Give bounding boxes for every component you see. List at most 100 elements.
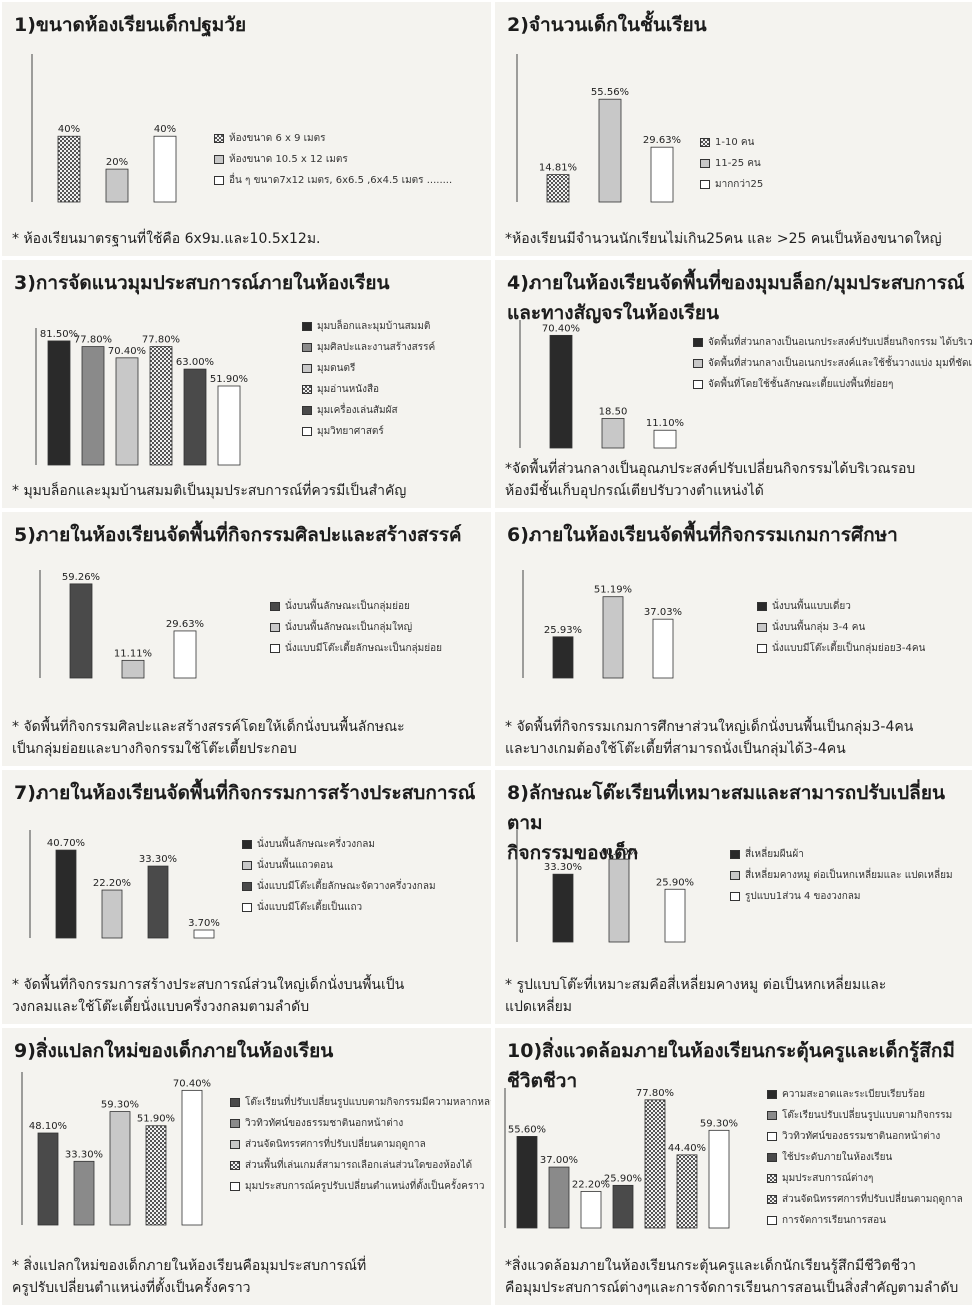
legend-item: จัดพื้นที่โดยใช้ชั้นลักษณะเตี้ยแบ่งพื้นท… (693, 374, 972, 395)
legend-label: นั่งบนพื้นลักษณะเป็นกลุ่มย่อย (285, 601, 410, 612)
bar-chart: 48.10% 33.30% 59.30% 51.90% 70.40% (21, 1072, 211, 1226)
legend-item: ห้องขนาด 10.5 x 12 เมตร (214, 149, 452, 170)
legend-item: มุมอ่านหนังสือ (302, 379, 435, 400)
legend-item: นั่งแบบมีโต๊ะเตี้ยลักษณะจัดวางครึ่งวงกลม (242, 876, 436, 897)
chart-title: 10)สิ่งแวดล้อมภายในห้องเรียนกระตุ้นครูแล… (507, 1040, 955, 1092)
chart-note: * จัดพื้นที่กิจกรรมเกมการศึกษาส่วนใหญ่เด… (505, 719, 914, 757)
bar-chart: 40.70% 22.20% 33.30% 3.70% (29, 830, 220, 939)
legend-label: จัดพื้นที่ส่วนกลางเป็นอเนกประสงค์และใช้ช… (708, 358, 972, 369)
legend-swatch (270, 602, 280, 611)
legend-swatch (700, 138, 710, 147)
chart-panel-10: 10)สิ่งแวดล้อมภายในห้องเรียนกระตุ้นครูแล… (493, 1026, 974, 1307)
legend-item: นั่งบนพื้นแบบเดี่ยว (757, 596, 925, 617)
chart-legend: โต๊ะเรียนที่ปรับเปลี่ยนรูปแบบตามกิจกรรมม… (230, 1092, 491, 1197)
bar-value-label: 59.30% (700, 1118, 738, 1129)
bar-value-label: 77.80% (636, 1088, 674, 1099)
bar-value-label: 51.19% (594, 585, 632, 596)
legend-swatch (767, 1153, 777, 1162)
legend-label: มุมศิลปะและงานสร้างสรรค์ (317, 342, 436, 353)
legend-swatch (302, 364, 312, 373)
bar-chart: 55.60% 37.00% 22.20%25.90% 77.80% 44.40% 59.3… (504, 1088, 738, 1229)
legend-label: สี่เหลี่ยมผืนผ้า (745, 849, 804, 860)
bar-2 (598, 98, 622, 203)
legend-label: ส่วนจัดนิทรรศการที่ปรับเปลี่ยนตามฤดูกาล (782, 1194, 963, 1205)
legend-label: มุมเครื่องเล่นสัมผัส (317, 405, 398, 416)
legend-item: จัดพื้นที่ส่วนกลางเป็นอเนกประสงค์และใช้ช… (693, 353, 972, 374)
legend-swatch (767, 1216, 777, 1225)
legend-swatch (700, 159, 710, 168)
legend-swatch (700, 180, 710, 189)
bar-value-label: 70.40% (542, 323, 580, 334)
bar-value-label: 20% (106, 157, 128, 168)
chart-title: 5)ภายในห้องเรียนจัดพื้นที่กิจกรรมศิลปะแล… (14, 524, 462, 546)
legend-swatch (214, 155, 224, 164)
legend-label: ความสะอาดและระเบียบเรียบร้อย (782, 1089, 925, 1100)
legend-label: วิวทิวทัศน์ของธรรมชาตินอกหน้าต่าง (782, 1131, 941, 1142)
legend-label: การจัดการเรียนการสอน (782, 1215, 886, 1226)
legend-label: จัดพื้นที่ส่วนกลางเป็นอเนกประสงค์ปรับเปล… (708, 337, 972, 348)
bar-value-label: 70.40% (173, 1078, 211, 1089)
chart-panel-1: 1)ขนาดห้องเรียนเด็กปฐมวัย 40% 20% 40% ห้องขน… (0, 0, 493, 258)
chart-legend: จัดพื้นที่ส่วนกลางเป็นอเนกประสงค์ปรับเปล… (693, 332, 972, 395)
chart-legend: นั่งบนพื้นลักษณะเป็นกลุ่มย่อย นั่งบนพื้นล… (270, 596, 442, 659)
legend-item: วิวทิวทัศน์ของธรรมชาตินอกหน้าต่าง (767, 1126, 963, 1147)
bar-1 (516, 1136, 538, 1229)
bar-value-label: 25.90% (604, 1173, 642, 1184)
legend-label: นั่งแบบมีโต๊ะเตี้ยเป็นแถว (257, 902, 363, 913)
legend-swatch (730, 850, 740, 859)
legend-item: 1-10 คน (700, 132, 763, 153)
bar-3 (109, 1111, 131, 1226)
legend-label: นั่งแบบมีโต๊ะเตี้ยลักษณะเป็นกลุ่มย่อย (285, 643, 442, 654)
bar-2 (608, 858, 630, 943)
legend-swatch (242, 861, 252, 870)
legend-label: ห้องขนาด 10.5 x 12 เมตร (229, 154, 348, 165)
legend-swatch (767, 1090, 777, 1099)
bar-value-label: 63.00% (176, 357, 214, 368)
bar-2 (548, 1166, 570, 1229)
legend-item: มุมเครื่องเล่นสัมผัส (302, 400, 435, 421)
bar-2 (105, 168, 129, 203)
legend-item: มุมศิลปะและงานสร้างสรรค์ (302, 337, 435, 358)
bar-1 (69, 583, 93, 679)
chart-title: 8)ลักษณะโต๊ะเรียนที่เหมาะสมและสามารถปรับ… (507, 782, 945, 864)
legend-label: มุมอ่านหนังสือ (317, 384, 380, 395)
chart-title: 6)ภายในห้องเรียนจัดพื้นที่กิจกรรมเกมการศ… (507, 524, 898, 546)
legend-label: วิวทิวทัศน์ของธรรมชาตินอกหน้าต่าง (245, 1118, 404, 1129)
bar-value-label: 29.63% (643, 135, 681, 146)
chart-note: *จัดพื้นที่ส่วนกลางเป็นอุณภประสงค์ปรับเป… (505, 461, 916, 499)
legend-item: นั่งบนพื้นกลุ่ม 3-4 คน (757, 617, 925, 638)
bar-6 (676, 1154, 698, 1229)
chart-note: *สิ่งแวดล้อมภายในห้องเรียนกระตุ้นครูและเ… (505, 1258, 959, 1296)
chart-panel-9: 9)สิ่งแปลกใหม่ของเด็กภายในห้องเรียน 48.10… (0, 1026, 493, 1307)
bar-3 (153, 135, 177, 203)
legend-item: มุมบล็อกและมุมบ้านสมมติ (302, 316, 435, 337)
bar-5 (181, 1089, 203, 1226)
bar-value-label: 81.50% (40, 329, 78, 340)
legend-swatch (757, 644, 767, 653)
legend-label: นั่งบนพื้นแบบเดี่ยว (772, 601, 851, 612)
chart-panel-6: 6)ภายในห้องเรียนจัดพื้นที่กิจกรรมเกมการศ… (493, 510, 974, 768)
legend-label: รูปแบบ1ส่วน 4 ของวงกลม (745, 891, 861, 902)
legend-item: โต๊ะเรียนปรับเปลี่ยนรูปแบบตามกิจกรรม (767, 1105, 963, 1126)
legend-label: ส่วนจัดนิทรรศการที่ปรับเปลี่ยนตามฤดูกาล (245, 1139, 426, 1150)
legend-item: สี่เหลี่ยมผืนผ้า (730, 844, 953, 865)
chart-legend: สี่เหลี่ยมผืนผ้า สี่เหลี่ยมคางหมู ต่อเป็น… (730, 844, 953, 907)
chart-note: * ห้องเรียนมาตรฐานที่ใช้คือ 6x9ม.และ10.5… (12, 231, 321, 247)
bar-chart: 59.26% 11.11% 29.63% (39, 570, 204, 679)
legend-item: นั่งบนพื้นลักษณะครึ่งวงกลม (242, 834, 436, 855)
bar-3 (652, 618, 674, 679)
chart-panel-3: 3)การจัดแนวมุมประสบการณ์ภายในห้องเรียน 81… (0, 258, 493, 510)
legend-swatch (302, 406, 312, 415)
legend-swatch (767, 1111, 777, 1120)
legend-item: มุมประสบการณ์ครูปรับเปลี่ยนตำแหน่งที่ตั้… (230, 1176, 491, 1197)
legend-swatch (230, 1119, 240, 1128)
legend-item: ใช้ประดับภายในห้องเรียน (767, 1147, 963, 1168)
legend-swatch (693, 380, 703, 389)
bar-value-label: 29.63% (166, 619, 204, 630)
bar-1 (37, 1132, 59, 1226)
chart-panel-2: 2)จำนวนเด็กในชั้นเรียน 14.81% 55.56% 29.63%… (493, 0, 974, 258)
legend-label: จัดพื้นที่โดยใช้ชั้นลักษณะเตี้ยแบ่งพื้นท… (708, 379, 894, 390)
legend-item: นั่งแบบมีโต๊ะเตี้ยเป็นแถว (242, 897, 436, 918)
legend-label: นั่งแบบมีโต๊ะเตี้ยเป็นกลุ่มย่อย3-4คน (772, 643, 926, 654)
